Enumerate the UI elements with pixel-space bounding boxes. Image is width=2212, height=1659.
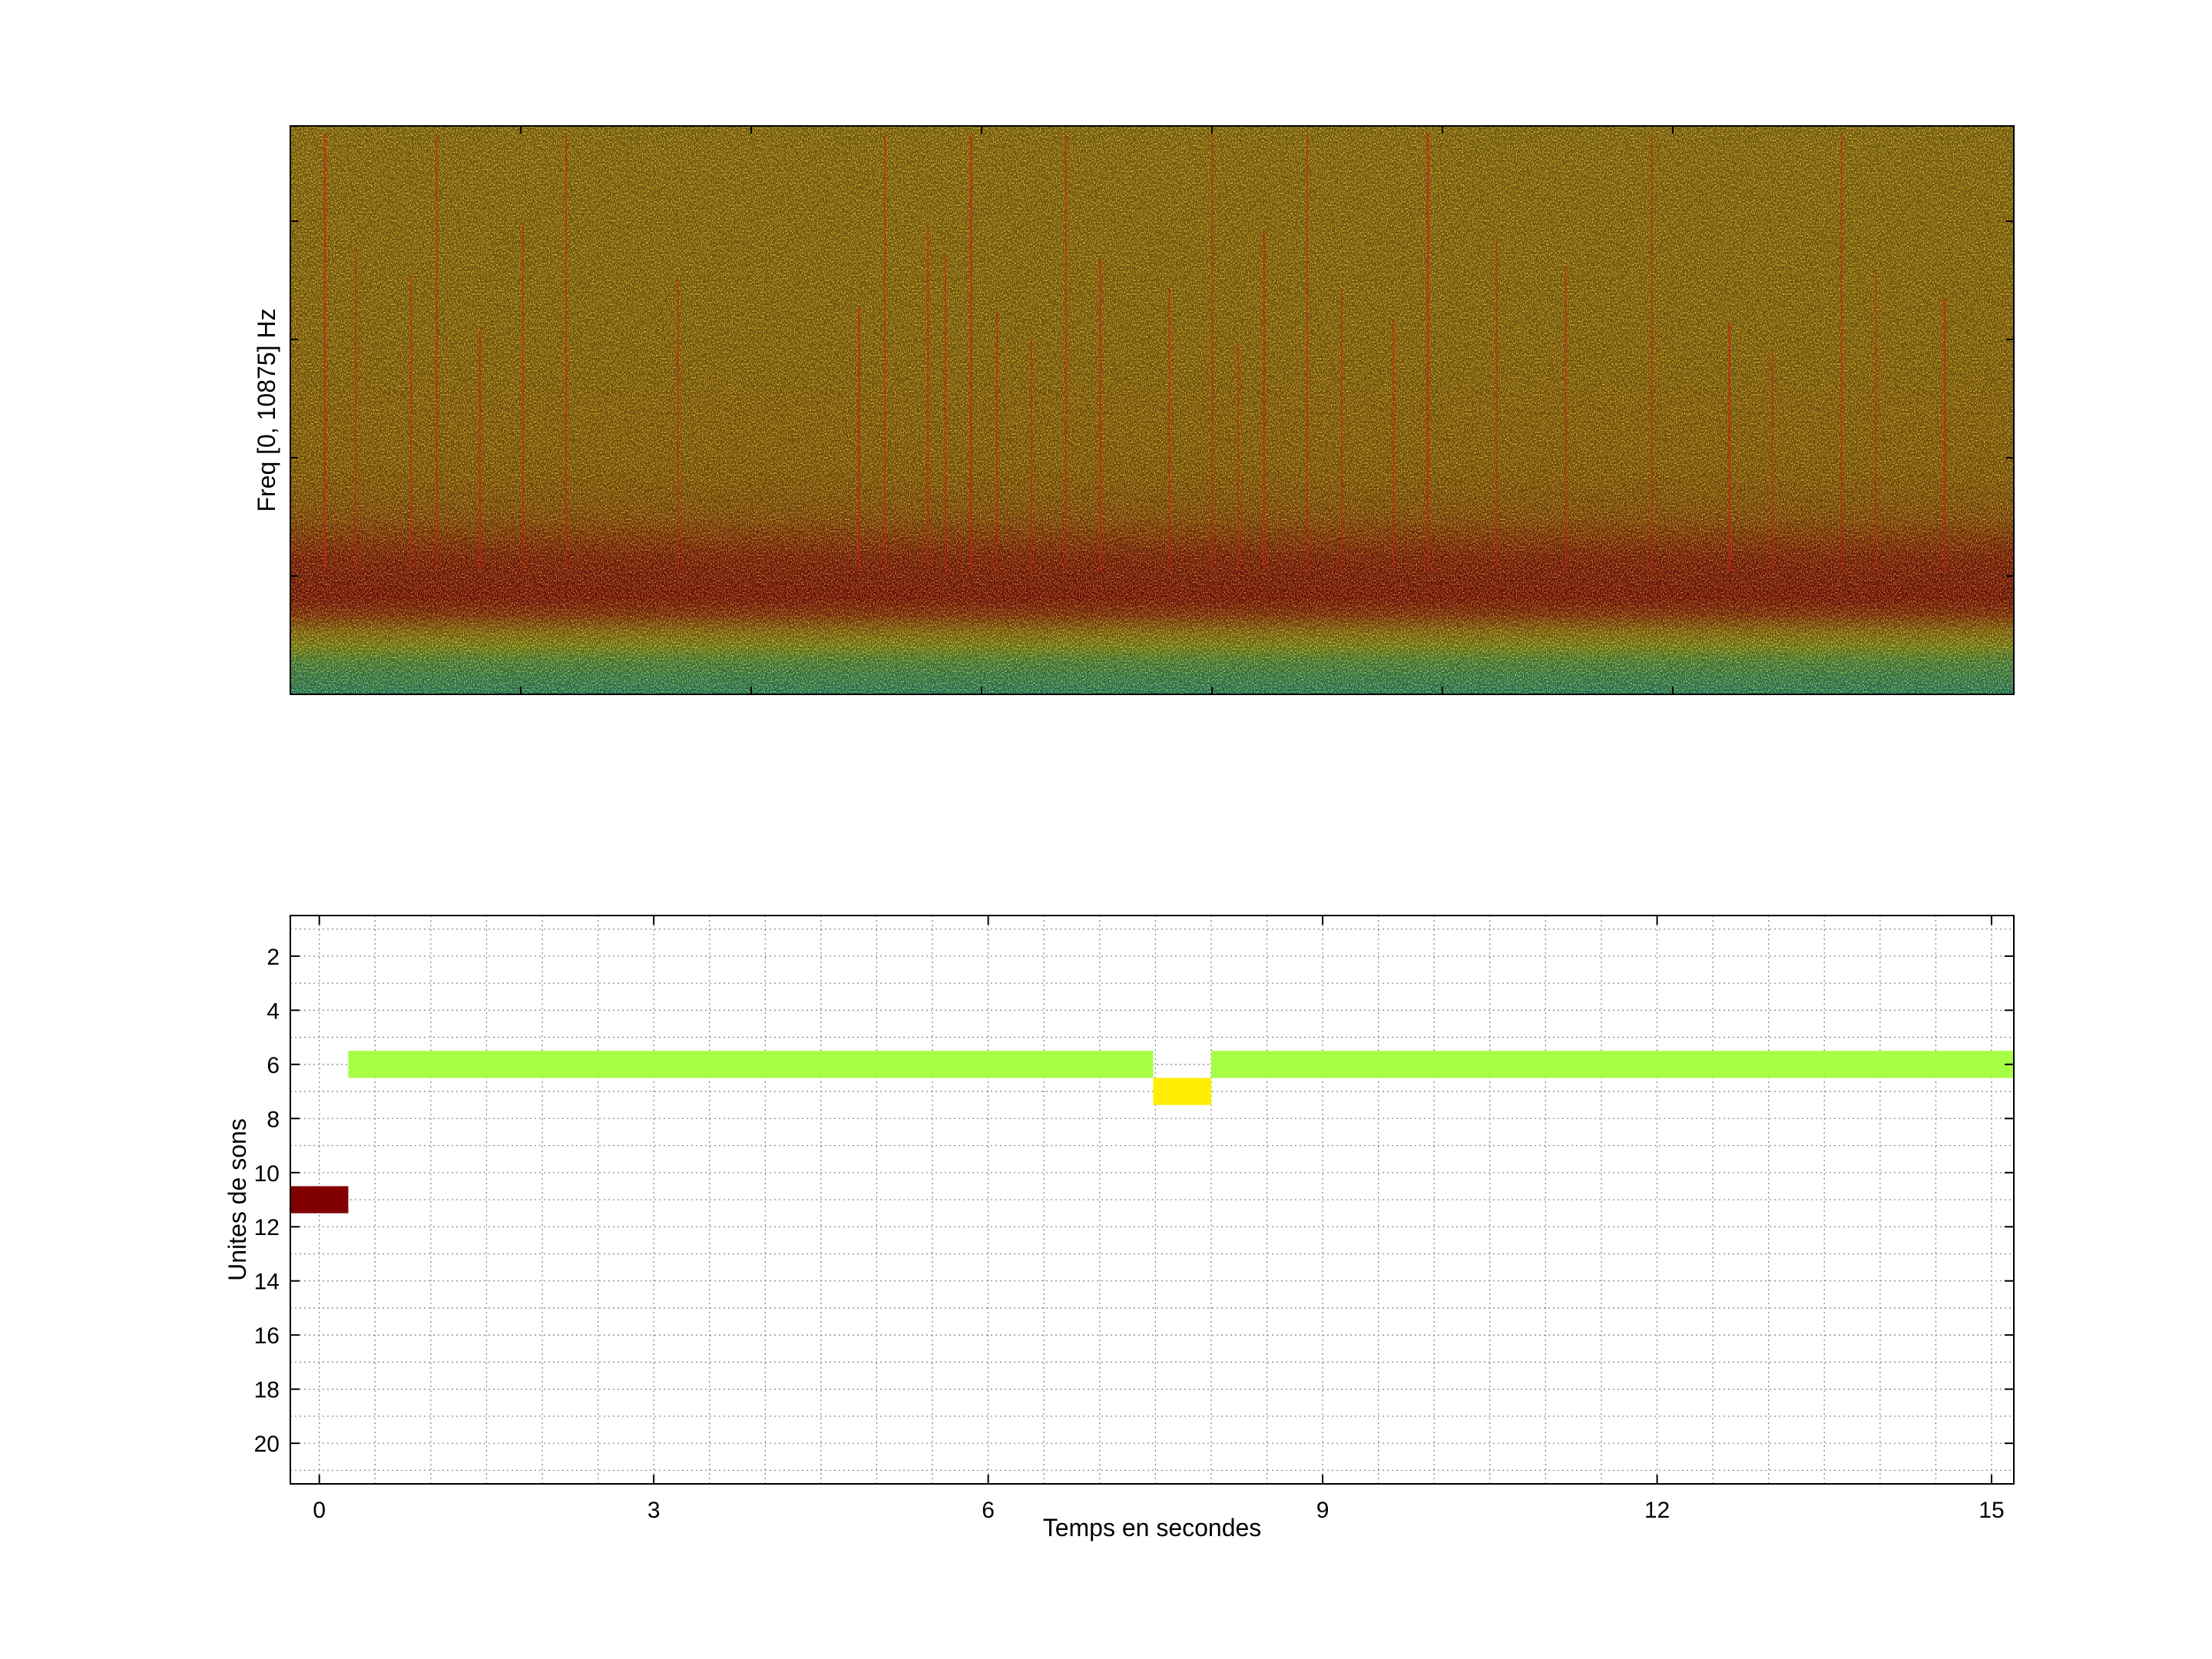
units-segments (290, 1051, 2014, 1214)
units-ylabel: Unites de sons (224, 1118, 251, 1281)
spectrogram-plot: Freq [0, 10875] Hz (253, 125, 2015, 695)
units-ticks (290, 916, 2014, 1484)
units-y-tick-label: 6 (267, 1053, 280, 1078)
spectrogram-frame (290, 125, 2015, 695)
units-y-tick-label: 2 (267, 945, 280, 970)
units-y-tick-label: 20 (254, 1432, 280, 1457)
sound-unit-segment (1210, 1051, 2014, 1078)
units-y-tick-label: 8 (267, 1107, 280, 1132)
units-y-tick-label: 12 (254, 1215, 280, 1240)
spectrogram-texture (290, 126, 2014, 694)
units-frame (290, 915, 2015, 1485)
units-y-tick-labels: 2 4 6 8 10 12 14 16 18 20 (254, 945, 280, 1457)
units-y-tick-label: 16 (254, 1323, 280, 1349)
units-y-tick-label: 14 (254, 1270, 280, 1295)
sound-units-plot: 0 3 6 9 12 15 2 4 6 8 10 12 14 16 18 20 Temps en secon… (224, 915, 2015, 1541)
units-x-tick-label: 6 (982, 1498, 995, 1523)
spectrogram-ticks (290, 126, 2014, 694)
units-y-tick-label: 10 (254, 1161, 280, 1187)
units-y-tick-label: 18 (254, 1378, 280, 1403)
units-y-tick-label: 4 (267, 998, 280, 1024)
spectrogram-ylabel: Freq [0, 10875] Hz (253, 308, 280, 512)
units-x-tick-label: 3 (647, 1498, 661, 1523)
sound-unit-segment (290, 1186, 349, 1214)
units-x-tick-label: 12 (1644, 1498, 1670, 1523)
units-x-tick-label: 15 (1979, 1498, 2004, 1523)
units-x-tick-labels: 0 3 6 9 12 15 (313, 1498, 2004, 1523)
sound-unit-segment (1153, 1078, 1211, 1105)
units-xlabel: Temps en secondes (1043, 1514, 1262, 1541)
units-x-tick-label: 0 (313, 1498, 326, 1523)
sound-unit-segment (348, 1051, 1154, 1078)
spectrogram-streaks (323, 134, 1946, 571)
units-x-tick-label: 9 (1316, 1498, 1330, 1523)
